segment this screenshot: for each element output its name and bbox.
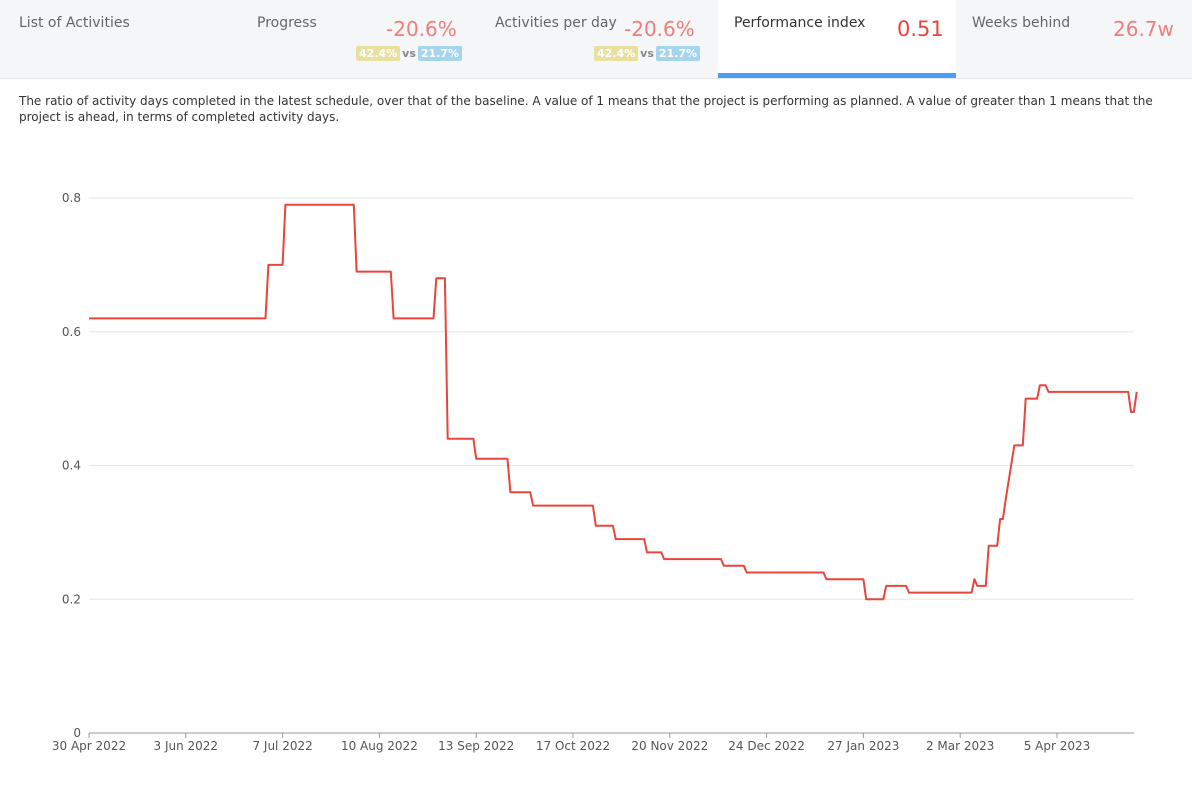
tab-progress[interactable]: Progress -20.6% 42.4% vs 21.7% xyxy=(242,0,480,78)
tab-performance-index[interactable]: Performance index 0.51 xyxy=(718,0,956,78)
progress-value: -20.6% xyxy=(386,17,457,41)
x-tick-label: 2 Mar 2023 xyxy=(926,739,994,753)
metric-tabs: List of Activities Progress -20.6% 42.4%… xyxy=(0,0,1192,79)
activities-per-day-value: -20.6% xyxy=(624,17,695,41)
active-tab-indicator xyxy=(718,73,956,78)
tab-activities-per-day[interactable]: Activities per day -20.6% 42.4% vs 21.7% xyxy=(480,0,718,78)
y-tick-label: 0.8 xyxy=(62,191,81,205)
tab-label: Progress xyxy=(257,15,317,31)
y-tick-label: 0.6 xyxy=(62,325,81,339)
activities-per-day-comparison: 42.4% vs 21.7% xyxy=(594,46,701,61)
baseline-badge: 42.4% xyxy=(594,46,639,61)
x-tick-label: 10 Aug 2022 xyxy=(341,739,418,753)
y-tick-label: 0.4 xyxy=(62,459,81,473)
progress-comparison: 42.4% vs 21.7% xyxy=(356,46,463,61)
vs-label: vs xyxy=(402,47,416,60)
latest-badge: 21.7% xyxy=(655,46,701,61)
tab-label: Weeks behind xyxy=(972,15,1071,31)
y-tick-label: 0.2 xyxy=(62,592,81,606)
x-tick-label: 13 Sep 2022 xyxy=(438,739,514,753)
x-tick-label: 30 Apr 2022 xyxy=(52,739,126,753)
x-tick-label: 17 Oct 2022 xyxy=(536,739,610,753)
x-tick-label: 3 Jun 2022 xyxy=(154,739,219,753)
performance-index-value: 0.51 xyxy=(897,17,944,41)
latest-badge: 21.7% xyxy=(417,46,463,61)
tab-label: List of Activities xyxy=(19,15,130,31)
chart-description: The ratio of activity days completed in … xyxy=(19,94,1153,124)
tab-label: Activities per day xyxy=(495,15,617,31)
vs-label: vs xyxy=(640,47,654,60)
tab-label: Performance index xyxy=(734,15,866,31)
x-tick-label: 5 Apr 2023 xyxy=(1024,739,1091,753)
x-tick-label: 7 Jul 2022 xyxy=(252,739,312,753)
tab-list-of-activities[interactable]: List of Activities xyxy=(0,0,242,78)
weeks-behind-value: 26.7w xyxy=(1113,17,1174,41)
x-tick-label: 24 Dec 2022 xyxy=(728,739,805,753)
x-tick-label: 27 Jan 2023 xyxy=(827,739,899,753)
x-tick-label: 20 Nov 2022 xyxy=(631,739,708,753)
y-tick-label: 0 xyxy=(73,726,81,740)
baseline-badge: 42.4% xyxy=(356,46,401,61)
series-line xyxy=(89,203,1138,601)
tab-weeks-behind[interactable]: Weeks behind 26.7w xyxy=(956,0,1192,78)
